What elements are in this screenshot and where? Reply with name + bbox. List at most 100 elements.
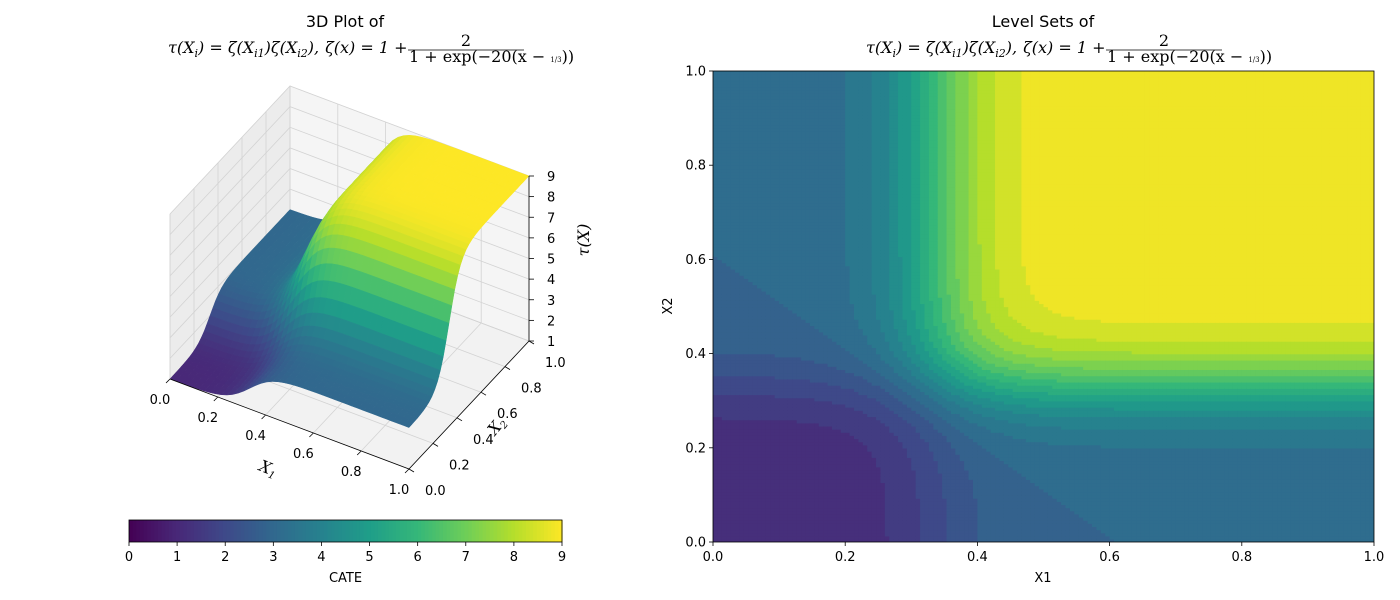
contour-cell	[713, 312, 719, 317]
contour-cell	[717, 256, 723, 261]
contour-cell	[717, 413, 723, 418]
colorbar-segment	[417, 520, 422, 542]
contour-cell	[721, 284, 727, 289]
contour-cell	[726, 356, 732, 361]
x1-axis-label: X1	[254, 455, 280, 482]
contour-cell	[721, 143, 727, 148]
contour-cell	[726, 171, 732, 176]
contour-cell	[721, 510, 727, 515]
colorbar-segment	[493, 520, 498, 542]
contour-cell	[713, 265, 719, 270]
colorbar-segment	[143, 520, 148, 542]
contour-cell	[721, 190, 727, 195]
contour-cell	[717, 262, 723, 267]
contour-cell	[713, 228, 719, 232]
contour-cell	[713, 538, 719, 542]
contour-cell	[726, 498, 732, 502]
contour-cell	[726, 501, 732, 506]
colorbar-segment	[287, 520, 292, 542]
x2-tick-label: 0.8	[521, 382, 542, 397]
contour-cell	[721, 441, 727, 446]
contour-cell	[717, 353, 723, 358]
contour-cell	[713, 513, 719, 518]
contour-cell	[726, 202, 732, 207]
contour-cell	[717, 363, 723, 367]
contour-cell	[721, 96, 727, 100]
tau-tick-label: 4	[547, 273, 555, 288]
contour-cell	[726, 177, 732, 182]
colorbar-segment	[385, 520, 390, 542]
contour-cell	[726, 482, 732, 487]
contour-cell	[726, 152, 732, 157]
contour-cell	[721, 74, 727, 78]
contour-cell	[713, 237, 719, 242]
contour-cell	[721, 485, 727, 490]
contour-cell	[713, 372, 719, 377]
contour-cell	[713, 510, 719, 515]
contour-cell	[713, 256, 719, 261]
contour-cell	[721, 212, 727, 217]
contour-cell	[717, 441, 723, 446]
contour-cell	[721, 325, 727, 330]
contour-cell	[713, 454, 719, 458]
tau-tick-label: 3	[547, 294, 555, 309]
contour-cell	[726, 413, 732, 418]
contour-cell	[713, 133, 719, 138]
contour-cell	[721, 140, 727, 144]
colorbar-segment	[157, 520, 163, 542]
contour-cell	[726, 454, 732, 458]
contour-cell	[713, 234, 719, 239]
contour-cell	[717, 532, 723, 537]
contour-cell	[717, 520, 723, 524]
colorbar-segment	[197, 520, 202, 542]
contour-cell	[726, 494, 732, 499]
colorbar-segment	[529, 520, 534, 542]
contour-cell	[713, 385, 719, 389]
contour-cell	[717, 516, 723, 521]
contour-cell	[717, 228, 723, 232]
contour-cell	[726, 435, 732, 440]
colorbar-segment	[150, 520, 155, 542]
colorbar-segment	[215, 520, 220, 542]
x1-tick-mark	[213, 396, 219, 402]
contour-cell	[713, 240, 719, 245]
contour-cell	[717, 284, 723, 289]
contour-cell	[726, 491, 732, 496]
contour-cell	[713, 262, 719, 267]
contour-cell	[713, 218, 719, 223]
contour-cell	[717, 444, 723, 449]
contour-cell	[721, 290, 727, 295]
contour-cell	[717, 416, 723, 421]
contour-fill	[713, 71, 1374, 542]
contour-cell	[721, 400, 727, 405]
contour-cell	[717, 253, 723, 257]
contour-cell	[721, 168, 727, 173]
contour-cell	[717, 190, 723, 195]
contour-cell	[713, 444, 719, 449]
contour-cell	[713, 114, 719, 119]
contour-cell	[726, 432, 732, 436]
colorbar-segment	[186, 520, 191, 542]
colorbar-segment	[471, 520, 476, 542]
contour-cell	[717, 278, 723, 283]
contour-cell	[721, 479, 727, 484]
contour-cell	[717, 334, 723, 339]
contour-cell	[717, 498, 723, 502]
contour-cell	[721, 444, 727, 449]
colorbar-segment	[255, 520, 260, 542]
contour-cell	[713, 130, 719, 135]
contour-cell	[721, 403, 727, 408]
contour-cell	[713, 375, 719, 380]
contour-cell	[726, 190, 732, 195]
contour-cell	[721, 419, 727, 424]
contour-cell	[717, 231, 723, 235]
contour-cell	[713, 457, 719, 462]
contour-cell	[721, 447, 727, 452]
contour-cell	[721, 124, 727, 129]
colorbar-segment	[356, 520, 361, 542]
contour-cell	[726, 218, 732, 223]
contour-cell	[717, 99, 723, 104]
colorbar-segment	[309, 520, 314, 542]
contour-cell	[713, 450, 719, 455]
contour-cell	[717, 83, 723, 88]
